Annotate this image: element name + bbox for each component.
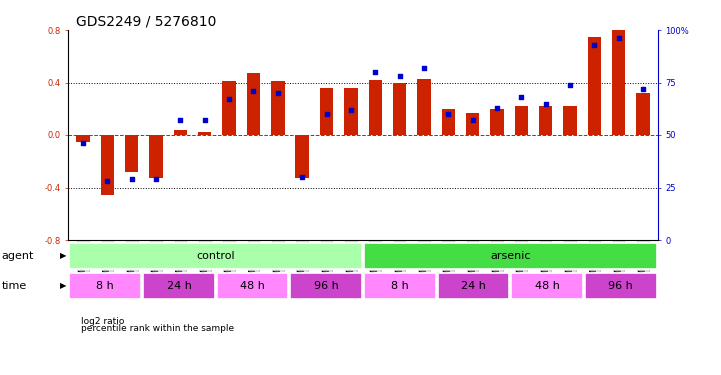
Bar — [417, 79, 430, 135]
Text: 96 h: 96 h — [314, 281, 339, 291]
Text: control: control — [196, 251, 235, 261]
Bar — [320, 88, 333, 135]
Bar — [76, 135, 90, 142]
Text: 24 h: 24 h — [167, 281, 191, 291]
Bar — [344, 88, 358, 135]
FancyBboxPatch shape — [364, 243, 657, 269]
Point — [224, 96, 235, 102]
Text: arsenic: arsenic — [490, 251, 531, 261]
Bar — [125, 135, 138, 172]
Text: agent: agent — [1, 251, 34, 261]
Text: ▶: ▶ — [60, 281, 66, 291]
Point — [540, 100, 552, 106]
Text: 24 h: 24 h — [461, 281, 486, 291]
Point — [466, 117, 478, 123]
Bar — [490, 109, 503, 135]
Text: ▶: ▶ — [60, 252, 66, 261]
Bar — [101, 135, 114, 195]
Bar — [198, 132, 211, 135]
FancyBboxPatch shape — [438, 273, 509, 299]
Bar — [441, 109, 455, 135]
Bar — [149, 135, 163, 178]
Point — [443, 111, 454, 117]
Point — [613, 35, 624, 41]
Bar — [466, 112, 479, 135]
FancyBboxPatch shape — [291, 273, 362, 299]
Text: 48 h: 48 h — [240, 281, 265, 291]
Text: 8 h: 8 h — [391, 281, 409, 291]
Bar — [563, 106, 577, 135]
Text: time: time — [1, 281, 27, 291]
Bar — [636, 93, 650, 135]
FancyBboxPatch shape — [511, 273, 583, 299]
Bar — [393, 82, 406, 135]
Point — [418, 65, 430, 71]
Point — [491, 105, 503, 111]
Text: percentile rank within the sample: percentile rank within the sample — [81, 324, 234, 333]
Text: GDS2249 / 5276810: GDS2249 / 5276810 — [76, 14, 216, 28]
Point — [516, 94, 527, 100]
Point — [321, 111, 332, 117]
Bar — [296, 135, 309, 178]
FancyBboxPatch shape — [69, 273, 141, 299]
Point — [174, 117, 186, 123]
FancyBboxPatch shape — [217, 273, 288, 299]
Bar — [174, 130, 187, 135]
Bar — [515, 106, 528, 135]
Point — [588, 42, 600, 48]
Point — [248, 88, 260, 94]
Text: 8 h: 8 h — [97, 281, 114, 291]
Bar — [247, 74, 260, 135]
Point — [272, 90, 283, 96]
Bar — [368, 80, 382, 135]
Bar — [271, 81, 285, 135]
Point — [102, 178, 113, 184]
Text: log2 ratio: log2 ratio — [81, 316, 125, 326]
Point — [394, 73, 405, 79]
Bar — [223, 81, 236, 135]
Point — [369, 69, 381, 75]
FancyBboxPatch shape — [364, 273, 435, 299]
Point — [77, 140, 89, 146]
Point — [126, 176, 138, 182]
Point — [345, 107, 357, 113]
Point — [564, 82, 575, 88]
Point — [199, 117, 211, 123]
Text: 48 h: 48 h — [535, 281, 559, 291]
Bar — [539, 106, 552, 135]
Point — [296, 174, 308, 180]
FancyBboxPatch shape — [143, 273, 215, 299]
FancyBboxPatch shape — [69, 243, 362, 269]
Point — [637, 86, 649, 92]
Point — [151, 176, 162, 182]
Bar — [612, 27, 625, 135]
Text: 96 h: 96 h — [609, 281, 633, 291]
Bar — [588, 37, 601, 135]
FancyBboxPatch shape — [585, 273, 657, 299]
